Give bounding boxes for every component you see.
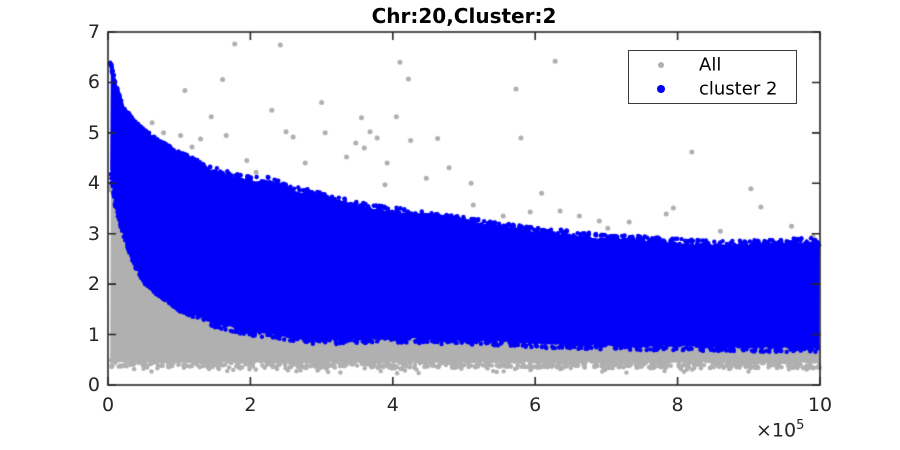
x-axis-exponent-label: ×105 <box>756 418 804 441</box>
x-tick-label: 6 <box>529 394 542 416</box>
exponent-base: ×10 <box>756 419 797 442</box>
y-tick-label: 1 <box>87 323 100 346</box>
x-tick-label: 8 <box>671 394 684 416</box>
x-tick-label: 4 <box>386 394 399 416</box>
legend-label-all: All <box>699 54 722 76</box>
y-tick-label: 0 <box>87 374 100 396</box>
legend-entry-all: All <box>629 52 796 78</box>
legend: All cluster 2 <box>628 50 797 104</box>
y-tick-label: 3 <box>87 222 100 245</box>
y-tick-label: 4 <box>87 172 100 195</box>
legend-entry-cluster2: cluster 2 <box>629 76 796 102</box>
y-tick-label: 5 <box>87 121 100 144</box>
all-marker-icon <box>658 62 664 68</box>
cluster2-marker-icon <box>657 85 665 93</box>
legend-label-cluster2: cluster 2 <box>699 78 778 100</box>
x-tick-label: 2 <box>244 394 257 416</box>
x-tick-label: 10 <box>807 394 833 416</box>
chart-title: Chr:20,Cluster:2 <box>371 4 557 28</box>
y-tick-label: 2 <box>87 273 100 296</box>
x-tick-label: 0 <box>101 394 115 416</box>
exponent-power: 5 <box>796 418 805 433</box>
y-tick-label: 7 <box>87 21 100 43</box>
y-tick-label: 6 <box>87 71 100 94</box>
